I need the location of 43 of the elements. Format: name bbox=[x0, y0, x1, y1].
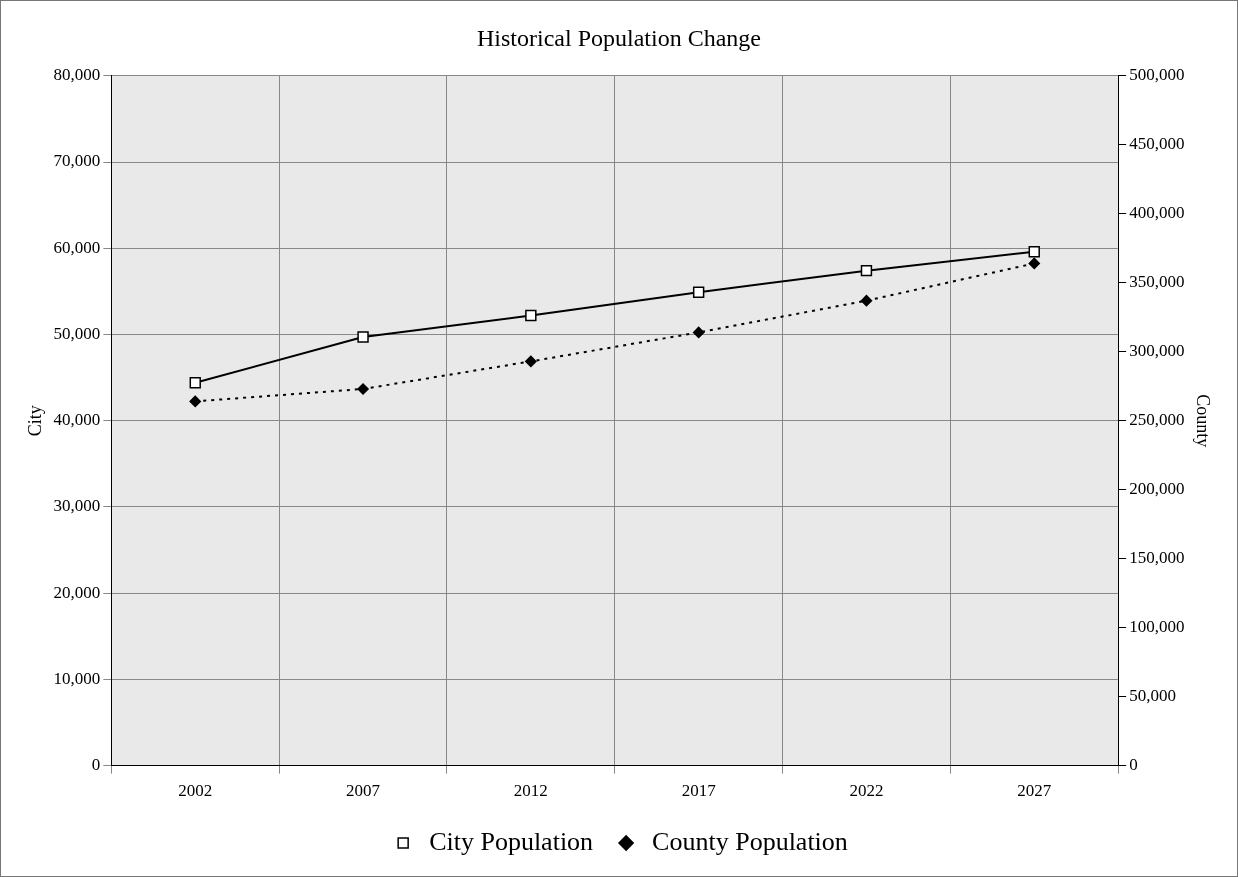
legend-label: City Population bbox=[429, 826, 594, 856]
point bbox=[525, 309, 537, 322]
point bbox=[357, 331, 369, 343]
y-tick-label: 60,000 bbox=[53, 237, 101, 257]
y-tick-label: 70,000 bbox=[53, 151, 101, 171]
y-tick-label: 40,000 bbox=[53, 410, 101, 430]
legend-label: County Population bbox=[652, 826, 848, 856]
point bbox=[189, 377, 201, 389]
chart-title: Historical Population Change bbox=[477, 24, 761, 51]
y2-tick-label: 450,000 bbox=[1129, 134, 1185, 154]
y2-tick-label: 100,000 bbox=[1129, 617, 1185, 637]
y2-tick-label: 200,000 bbox=[1129, 479, 1185, 499]
point bbox=[860, 294, 873, 307]
y-tick-label: 30,000 bbox=[53, 496, 101, 516]
point bbox=[1028, 257, 1040, 270]
point bbox=[860, 264, 873, 277]
x-tick-label: 2002 bbox=[178, 781, 213, 801]
x-tick-label: 2012 bbox=[513, 781, 548, 801]
y2-tick-label: 0 bbox=[1129, 755, 1138, 775]
y2-tick-label: 250,000 bbox=[1129, 410, 1185, 430]
point bbox=[525, 355, 537, 368]
y2-axis-title: County bbox=[1193, 394, 1214, 448]
x-tick-label: 2027 bbox=[1017, 781, 1052, 801]
point bbox=[692, 326, 705, 339]
point bbox=[189, 395, 201, 408]
x-tick-label: 2017 bbox=[681, 781, 717, 801]
y-tick-label: 20,000 bbox=[53, 582, 101, 602]
point bbox=[357, 383, 369, 395]
y-tick-label: 10,000 bbox=[53, 668, 101, 688]
y-tick-label: 50,000 bbox=[53, 323, 101, 343]
x-tick-label: 2007 bbox=[346, 781, 381, 801]
y-axis-title: City bbox=[24, 405, 45, 437]
y2-tick-label: 150,000 bbox=[1129, 548, 1185, 568]
y2-tick-label: 400,000 bbox=[1129, 203, 1185, 223]
point bbox=[1028, 246, 1040, 258]
y2-tick-label: 50,000 bbox=[1129, 686, 1176, 706]
y2-tick-label: 300,000 bbox=[1129, 341, 1185, 361]
y2-tick-label: 500,000 bbox=[1129, 65, 1185, 85]
y-tick-label: 80,000 bbox=[53, 65, 101, 85]
y-tick-label: 0 bbox=[91, 755, 101, 775]
y2-tick-label: 350,000 bbox=[1129, 272, 1185, 292]
x-tick-label: 2022 bbox=[849, 781, 884, 801]
point bbox=[692, 286, 705, 298]
